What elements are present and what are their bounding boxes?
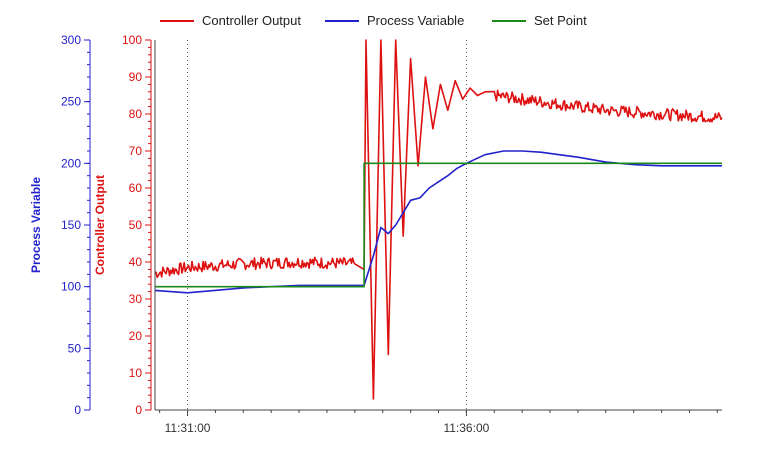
controller-output-axis: 0 10 20 30 40 50 60 70 80 90 100 Controller Output bbox=[93, 33, 152, 417]
pv-tick-label: 50 bbox=[68, 341, 82, 355]
pv-axis-title: Process Variable bbox=[29, 177, 43, 273]
co-tick-label: 80 bbox=[129, 107, 143, 121]
pv-tick-label: 100 bbox=[61, 280, 81, 294]
pv-tick-label: 150 bbox=[61, 218, 81, 232]
grid bbox=[187, 40, 467, 410]
co-tick-label: 30 bbox=[129, 292, 143, 306]
co-tick-label: 40 bbox=[129, 255, 143, 269]
series-lines bbox=[154, 39, 723, 400]
co-tick-label: 100 bbox=[122, 33, 142, 47]
x-tick-label: 11:31:00 bbox=[165, 421, 211, 435]
pv-tick-label: 250 bbox=[61, 95, 81, 109]
co-tick-label: 90 bbox=[129, 70, 143, 84]
co-tick-label: 70 bbox=[129, 144, 143, 158]
pv-tick-label: 0 bbox=[74, 403, 81, 417]
legend-label: Set Point bbox=[534, 13, 587, 28]
time-axis: 11:31:00 11:36:00 bbox=[159, 410, 718, 435]
co-tick-label: 10 bbox=[129, 366, 143, 380]
pv-tick-label: 200 bbox=[61, 156, 81, 170]
co-tick-label: 60 bbox=[129, 181, 143, 195]
co-axis-title: Controller Output bbox=[93, 175, 107, 275]
series-controller-output bbox=[154, 39, 723, 400]
legend: Controller Output Process Variable Set Poi… bbox=[160, 13, 587, 28]
series-set-point bbox=[155, 162, 722, 288]
plot-frame bbox=[154, 40, 722, 411]
legend-label: Controller Output bbox=[202, 13, 301, 28]
co-tick-label: 0 bbox=[135, 403, 142, 417]
x-tick-label: 11:36:00 bbox=[443, 421, 489, 435]
pv-tick-label: 300 bbox=[61, 33, 81, 47]
process-variable-axis: 0 50 100 150 200 250 300 Process Variable bbox=[29, 33, 91, 417]
legend-label: Process Variable bbox=[367, 13, 464, 28]
co-tick-label: 50 bbox=[129, 218, 143, 232]
series-process-variable bbox=[154, 150, 722, 294]
co-tick-label: 20 bbox=[129, 329, 143, 343]
